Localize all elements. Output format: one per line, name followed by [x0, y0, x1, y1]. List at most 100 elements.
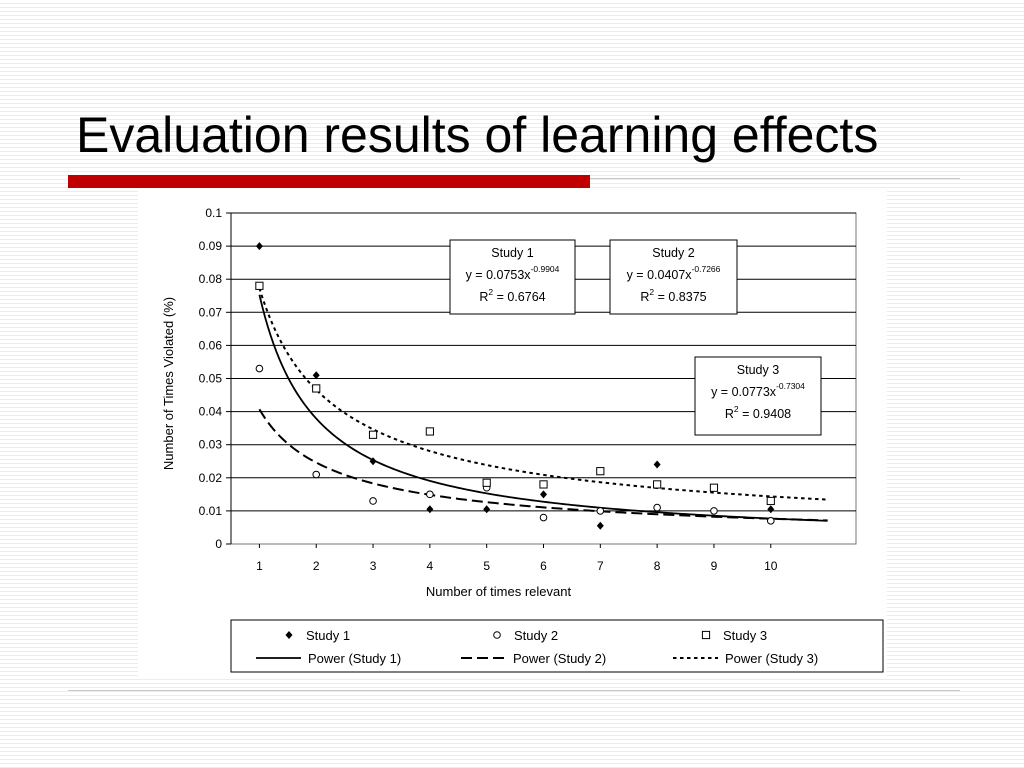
- learning-effects-chart: 0 0.01 0.02 0.03 0.04 0.05 0.06 0.07 0.08 0.09 0.1…: [161, 206, 884, 673]
- annotation-equation: y = 0.0773x-0.7304: [711, 381, 805, 399]
- equation-base: y = 0.0407x: [627, 268, 693, 282]
- title-underline-accent: [68, 175, 590, 188]
- legend-label-study-2: Study 2: [514, 628, 558, 643]
- point-study-1: [653, 460, 661, 469]
- r2-superscript: 2: [649, 287, 654, 297]
- r2-superscript: 2: [488, 287, 493, 297]
- y-tick-label: 0.02: [199, 471, 223, 485]
- point-study-1: [312, 371, 320, 380]
- x-tick-label: 10: [764, 559, 778, 573]
- r2-value: = 0.9408: [739, 407, 792, 421]
- point-study-2: [596, 507, 605, 515]
- r2-superscript: 2: [734, 404, 739, 414]
- annotation-box: [694, 356, 822, 436]
- y-tick-label: 0.05: [199, 372, 223, 386]
- point-study-1: [596, 521, 604, 530]
- annotation-study-2: Study 2 y = 0.0407x-0.7266 R2 = 0.8375: [609, 239, 738, 315]
- annotation-equation: y = 0.0753x-0.9904: [466, 264, 560, 282]
- x-tick-label: 4: [427, 559, 434, 573]
- point-study-1: [426, 505, 434, 514]
- point-study-3: [368, 430, 378, 439]
- equation-exponent: -0.7304: [776, 381, 805, 391]
- point-study-3: [766, 496, 775, 506]
- point-study-3: [425, 427, 434, 436]
- annotation-title: Study 1: [491, 246, 533, 260]
- legend-fit-label-study-3: Power (Study 3): [725, 651, 818, 666]
- point-study-1: [540, 490, 547, 499]
- annotation-box: [449, 239, 576, 315]
- legend-marker-study-2: [493, 631, 501, 639]
- legend-marker-study-3: [701, 630, 711, 640]
- point-study-3: [482, 478, 491, 487]
- legend-box: [230, 619, 884, 673]
- x-tick-label: 5: [483, 559, 490, 573]
- annotation-study-1: Study 1 y = 0.0753x-0.9904 R2 = 0.6764: [449, 239, 576, 315]
- x-tick-label: 1: [256, 559, 263, 573]
- x-axis-title: Number of times relevant: [426, 584, 572, 599]
- point-study-2: [653, 503, 661, 512]
- point-study-3: [255, 281, 264, 290]
- legend-fit-label-study-1: Power (Study 1): [308, 651, 401, 666]
- legend: Study 1 Study 2 Study 3 Power (Study 1) Powe…: [230, 619, 884, 673]
- y-tick-label: 0.1: [205, 206, 222, 220]
- equation-base: y = 0.0773x: [711, 385, 777, 399]
- y-tick-label: 0.03: [199, 438, 223, 452]
- y-tick-label: 0.08: [199, 272, 223, 286]
- point-study-3: [709, 483, 719, 492]
- chart-figure: 0 0.01 0.02 0.03 0.04 0.05 0.06 0.07 0.08 0.09 0.1…: [138, 190, 887, 679]
- annotation-title: Study 3: [737, 363, 779, 377]
- annotation-title: Study 2: [652, 246, 694, 260]
- r2-value: = 0.8375: [654, 290, 707, 304]
- legend-marker-study-1: [285, 631, 293, 639]
- slide-title: Evaluation results of learning effects: [76, 107, 879, 163]
- y-tick-label: 0.09: [199, 239, 223, 253]
- equation-base: y = 0.0753x: [466, 268, 532, 282]
- x-tick-label: 2: [313, 559, 320, 573]
- annotation-study-3: Study 3 y = 0.0773x-0.7304 R2 = 0.9408: [694, 356, 822, 436]
- point-study-2: [255, 364, 264, 373]
- legend-label-study-3: Study 3: [723, 628, 767, 643]
- r2-label: R: [640, 290, 649, 304]
- annotation-r2: R2 = 0.8375: [640, 287, 706, 304]
- point-study-2: [539, 513, 548, 522]
- y-axis-title: Number of Times Violated (%): [161, 297, 176, 470]
- legend-fit-label-study-2: Power (Study 2): [513, 651, 606, 666]
- y-tick-label: 0.06: [199, 338, 223, 352]
- annotation-r2: R2 = 0.6764: [479, 287, 545, 304]
- r2-value: = 0.6764: [493, 290, 546, 304]
- point-study-3: [539, 480, 548, 489]
- x-tick-label: 6: [540, 559, 547, 573]
- title-underline: [68, 175, 960, 189]
- title-underline-thin: [590, 178, 960, 179]
- x-tick-label: 8: [654, 559, 661, 573]
- y-tick-label: 0.04: [199, 405, 223, 419]
- y-tick-label: 0: [215, 537, 222, 551]
- footer-divider: [68, 690, 960, 691]
- point-study-2: [369, 497, 377, 505]
- point-study-3: [596, 467, 605, 476]
- y-tick-label: 0.07: [199, 305, 223, 319]
- point-study-1: [255, 242, 263, 251]
- point-study-3: [312, 384, 321, 393]
- trendline-study-3: [258, 287, 828, 501]
- x-tick-label: 9: [711, 559, 718, 573]
- trendline-study-2: [258, 408, 828, 522]
- point-study-3: [653, 480, 662, 489]
- point-study-2: [766, 517, 775, 525]
- point-study-1: [369, 457, 377, 466]
- legend-label-study-1: Study 1: [306, 628, 350, 643]
- annotation-box: [609, 239, 738, 315]
- y-tick-label: 0.01: [199, 504, 223, 518]
- r2-label: R: [725, 407, 734, 421]
- point-study-2: [710, 507, 718, 515]
- x-tick-label: 7: [597, 559, 604, 573]
- equation-exponent: -0.9904: [531, 264, 560, 274]
- point-study-1: [767, 505, 775, 514]
- equation-exponent: -0.7266: [692, 264, 721, 274]
- point-study-2: [426, 490, 434, 499]
- annotation-equation: y = 0.0407x-0.7266: [627, 264, 721, 282]
- point-study-1: [483, 505, 491, 514]
- x-tick-label: 3: [370, 559, 377, 573]
- annotation-r2: R2 = 0.9408: [725, 404, 791, 421]
- r2-label: R: [479, 290, 488, 304]
